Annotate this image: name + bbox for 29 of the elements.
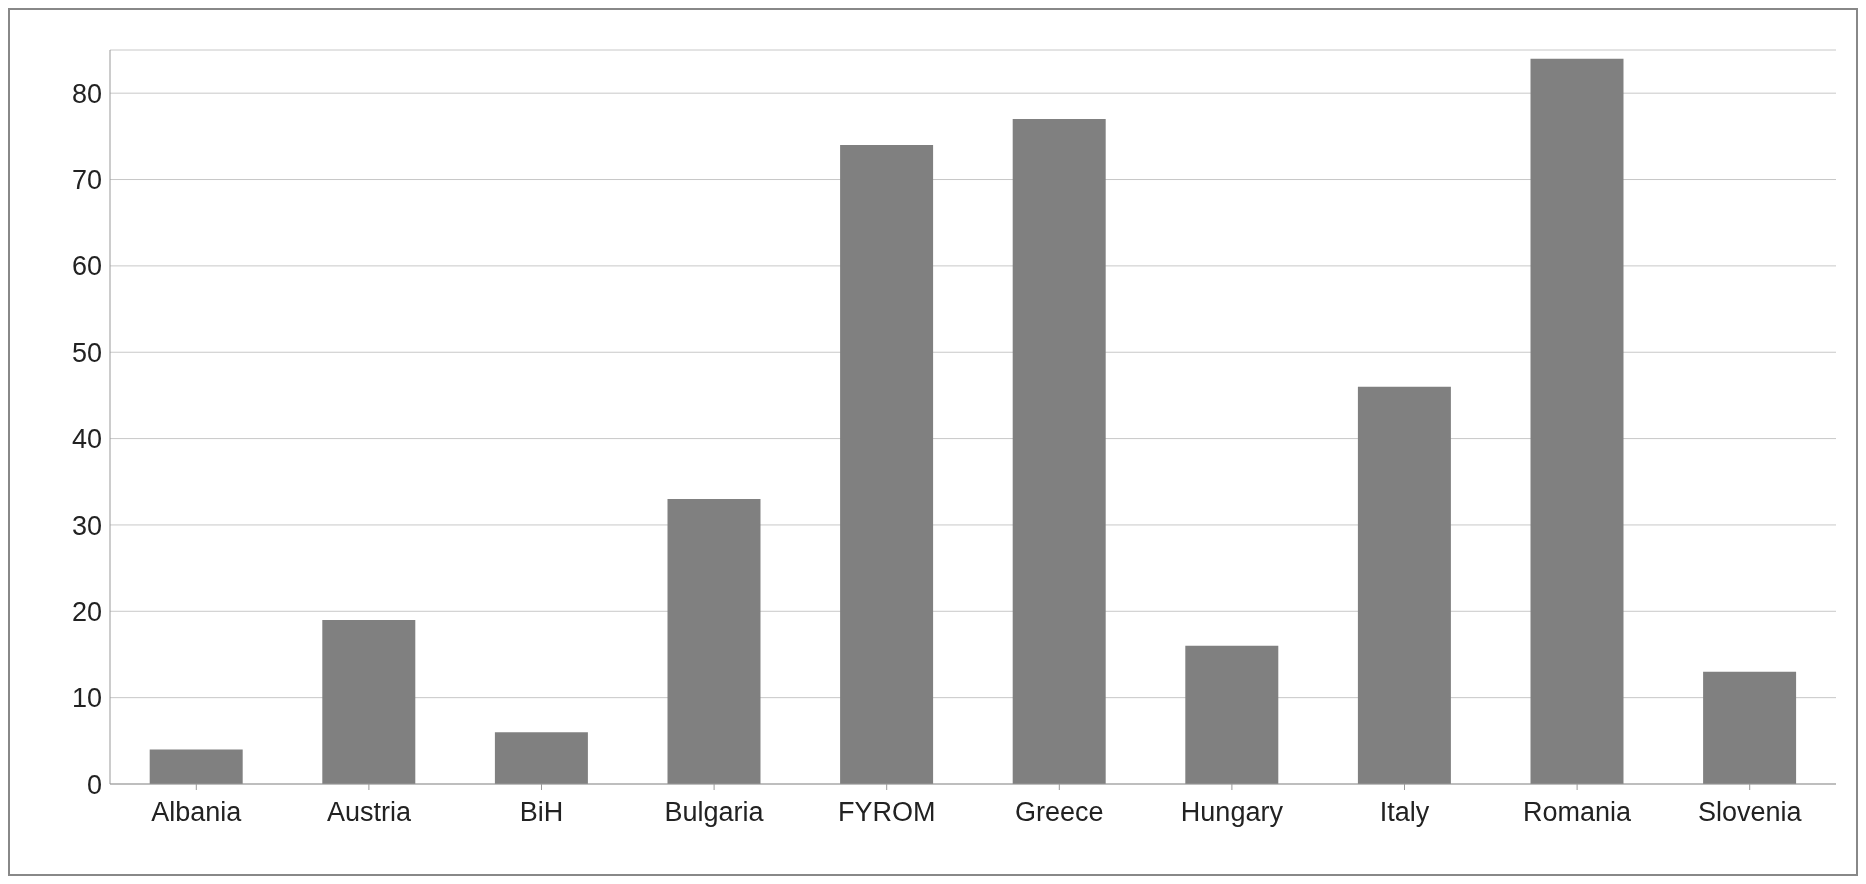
x-tick-label: Albania <box>151 797 243 828</box>
x-tick-label: Austria <box>326 797 412 828</box>
x-tick-label: Hungary <box>1180 797 1284 828</box>
y-tick-label: 60 <box>71 251 102 282</box>
x-tick-label: Romania <box>1523 797 1633 828</box>
bar <box>667 499 761 784</box>
y-tick-label: 10 <box>71 683 102 714</box>
x-tick-label: Slovenia <box>1697 797 1803 828</box>
bar <box>494 732 588 784</box>
y-tick-label: 50 <box>71 337 102 368</box>
bar <box>149 749 243 784</box>
x-tick-label: Greece <box>1015 797 1104 828</box>
y-tick-label: 0 <box>86 769 102 800</box>
y-tick-label: 20 <box>71 596 102 627</box>
bar <box>1185 645 1279 784</box>
y-tick-label: 30 <box>71 510 102 541</box>
bar <box>322 619 416 784</box>
y-tick-label: 40 <box>71 424 102 455</box>
x-tick-label: Bulgaria <box>664 797 765 828</box>
bar <box>1012 119 1106 784</box>
y-tick-label: 70 <box>71 165 102 196</box>
bar <box>840 144 934 784</box>
x-tick-label: Italy <box>1379 797 1430 828</box>
x-tick-label: BiH <box>519 797 564 828</box>
x-tick-label: FYROM <box>837 797 936 828</box>
bar <box>1357 386 1451 784</box>
bar <box>1530 58 1624 784</box>
bar <box>1703 671 1797 784</box>
y-tick-label: 80 <box>71 78 102 109</box>
